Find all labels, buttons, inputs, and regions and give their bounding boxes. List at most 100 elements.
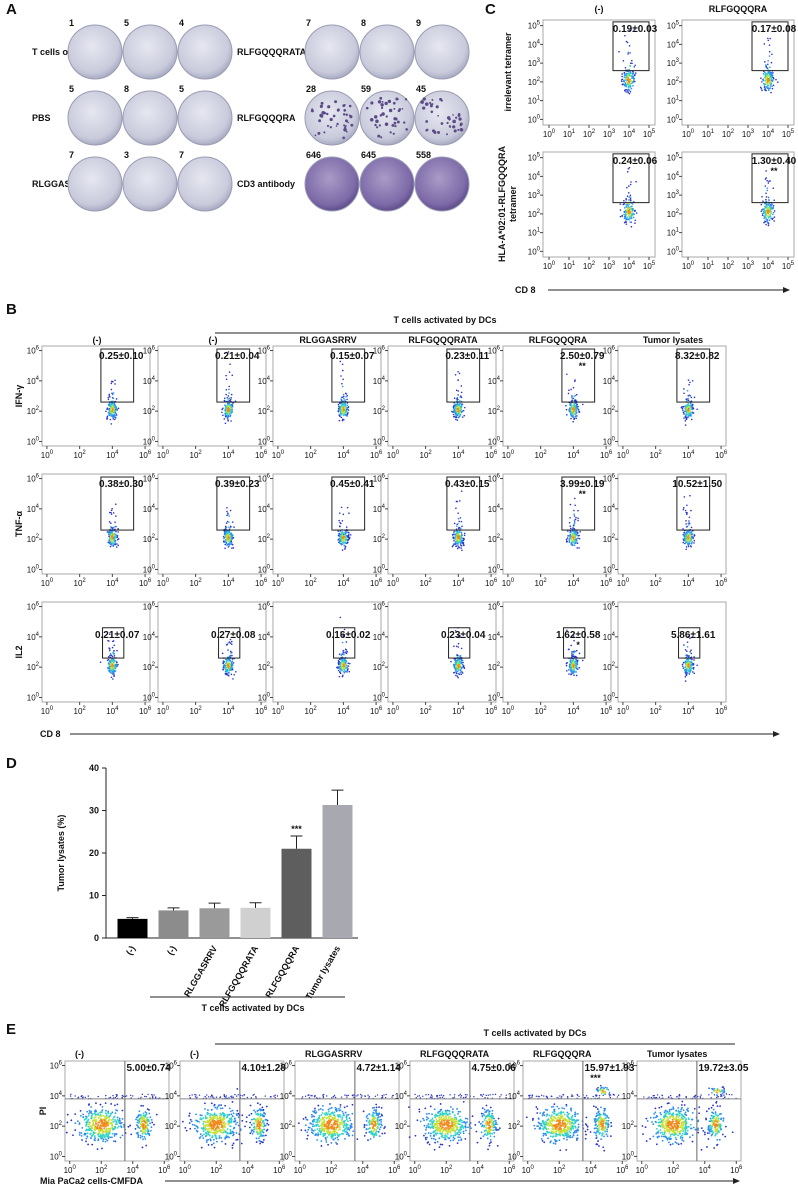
event-dot — [770, 209, 772, 211]
event-dot — [111, 1119, 113, 1121]
event-dot — [100, 661, 102, 663]
event-dot — [568, 393, 570, 395]
event-dot — [769, 44, 771, 46]
tick-label: 106 — [139, 578, 152, 588]
event-dot — [112, 678, 114, 680]
event-dot — [67, 1114, 69, 1116]
spot — [436, 105, 439, 108]
tick-label: 104 — [528, 171, 541, 181]
tick-label: 102 — [27, 406, 40, 416]
column-header: Tumor lysates — [647, 1049, 707, 1059]
event-dot — [227, 399, 229, 401]
event-dot — [90, 1106, 92, 1108]
event-dot — [575, 415, 577, 417]
event-dot — [461, 532, 463, 534]
event-dot — [632, 210, 634, 212]
well — [68, 157, 122, 211]
event-dot — [765, 170, 767, 172]
event-dot — [347, 507, 349, 509]
spot — [337, 108, 340, 111]
row-label: HLA-A*02:01-RLFGQQQRA — [497, 146, 507, 263]
event-dot — [688, 524, 690, 526]
event-dot — [682, 664, 684, 666]
event-dot — [348, 536, 350, 538]
event-dot — [765, 214, 767, 216]
event-dot — [576, 547, 578, 549]
event-dot — [630, 184, 632, 186]
event-dot — [771, 205, 773, 207]
event-dot — [111, 539, 113, 541]
event-dot — [116, 408, 118, 410]
spot — [441, 122, 444, 125]
event-dot — [452, 546, 454, 548]
event-dot — [768, 199, 770, 201]
event-dot — [455, 667, 457, 669]
event-dot — [229, 655, 231, 657]
event-dot — [229, 416, 231, 418]
tick-exponent: 0 — [166, 450, 170, 456]
event-dot — [633, 81, 635, 83]
event-dot — [347, 406, 349, 408]
event-dot — [343, 537, 345, 539]
group-label: T cells activated by DCs — [393, 315, 496, 325]
event-dot — [573, 656, 575, 658]
event-dot — [621, 215, 623, 217]
event-dot — [627, 79, 629, 81]
event-dot — [107, 416, 109, 418]
event-dot — [456, 409, 458, 411]
tick-label: 100 — [543, 261, 556, 271]
event-dot — [347, 668, 349, 670]
bar — [159, 910, 189, 938]
event-dot — [115, 406, 117, 408]
event-dot — [226, 507, 228, 509]
tick-label: 106 — [370, 706, 383, 716]
event-dot — [459, 403, 461, 405]
tick-label: 100 — [157, 450, 170, 460]
tick-exponent: 6 — [379, 706, 383, 712]
event-dot — [632, 85, 634, 87]
event-dot — [767, 68, 769, 70]
tick-label: 104 — [452, 706, 465, 716]
row-label: CD3 antibody — [237, 179, 295, 189]
event-dot — [624, 207, 626, 209]
event-dot — [460, 407, 462, 409]
event-dot — [224, 410, 226, 412]
event-dot — [762, 209, 764, 211]
event-dot — [636, 212, 638, 214]
event-dot — [340, 523, 342, 525]
tick-label: 100 — [41, 578, 54, 588]
tick-exponent: 4 — [691, 450, 695, 456]
tick-exponent: 6 — [724, 706, 728, 712]
event-dot — [346, 393, 348, 395]
event-dot — [462, 664, 464, 666]
event-dot — [106, 408, 108, 410]
event-dot — [568, 669, 570, 671]
event-dot — [342, 520, 344, 522]
event-dot — [579, 538, 581, 540]
tick-label: 100 — [387, 706, 400, 716]
event-dot — [340, 409, 342, 411]
event-dot — [688, 540, 690, 542]
spot — [449, 126, 451, 128]
column-header: RLFGQQQRA — [533, 1049, 592, 1059]
tick-label: 106 — [255, 578, 268, 588]
event-dot — [685, 676, 687, 678]
event-dot — [115, 417, 117, 419]
tick-label: 104 — [452, 578, 465, 588]
panel-label: D — [6, 755, 17, 772]
event-dot — [461, 385, 463, 387]
event-dot — [345, 662, 347, 664]
x-tick-label: RLFGQQQRATA — [217, 944, 260, 1009]
event-dot — [577, 661, 579, 663]
tick-label: 106 — [139, 450, 152, 460]
event-dot — [630, 62, 632, 64]
event-dot — [635, 72, 637, 74]
event-dot — [566, 541, 568, 543]
spot-count: 7 — [69, 150, 74, 160]
event-dot — [763, 84, 765, 86]
event-dot — [634, 78, 636, 80]
event-dot — [457, 399, 459, 401]
event-dot — [341, 543, 343, 545]
tick-exponent: 6 — [379, 578, 383, 584]
event-dot — [339, 542, 341, 544]
